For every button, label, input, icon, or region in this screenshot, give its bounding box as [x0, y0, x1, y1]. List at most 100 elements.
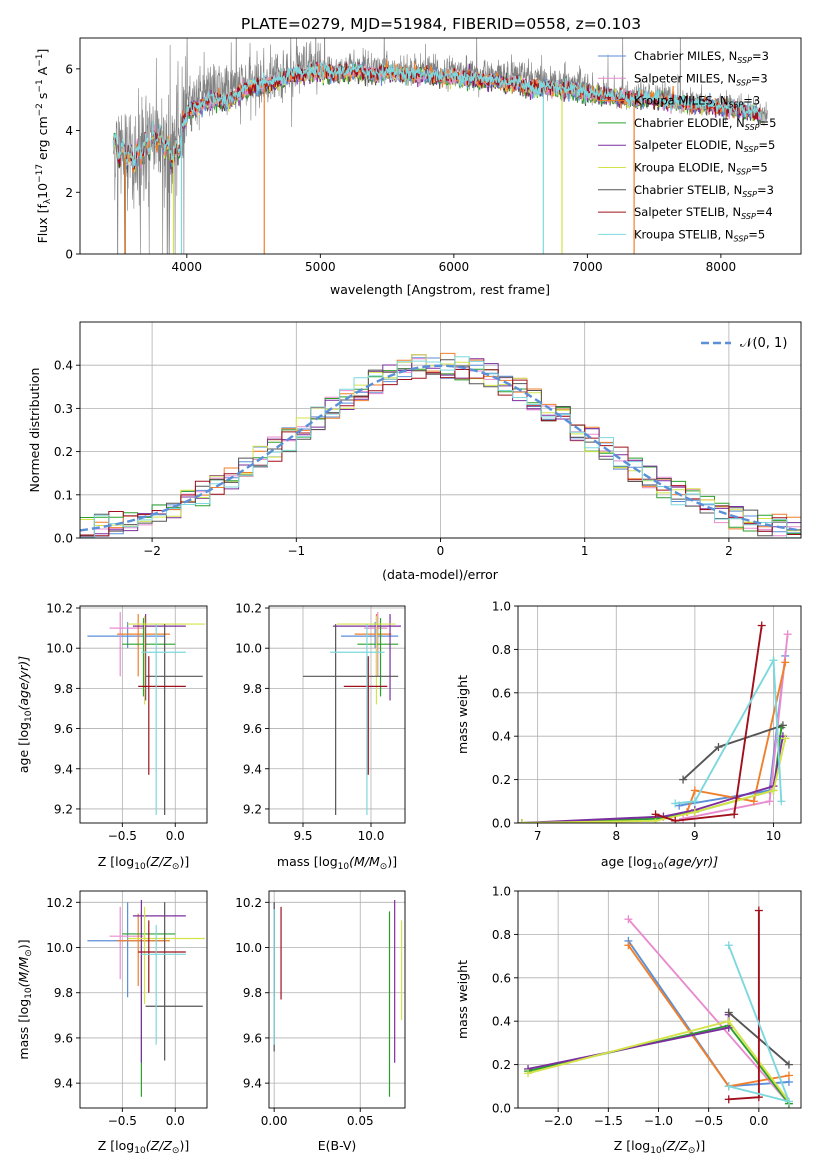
age-vs-metallicity-panel-xlabel-part: (Z/Z [146, 854, 173, 869]
y-tick-label: 9.6 [243, 722, 262, 736]
errorbar-chabrier-elodie [357, 618, 399, 697]
weight-marker-kroupa-elodie [781, 734, 790, 743]
mass-vs-ebv-panel: 0.00 0.05 9.4 9.6 9.8 10.0 10.2 E(B-V) [235, 890, 406, 1153]
mass-weight-vs-metallicity-panel-axes: −2.0 −1.5 −1.0 −0.5 0.0 0.0 0.2 0.4 0.6 0.8 1.0 Z [… [455, 885, 802, 1156]
spectrum-panel: 4000 5000 6000 7000 8000 0 2 4 6 wavelength [Angs… [35, 37, 802, 297]
mass-weight-vs-metallicity-panel-ylabel: mass weight [455, 960, 470, 1039]
x-tick-label: 1 [581, 544, 589, 558]
legend-label-chabrier-elodie: Chabrier ELODIE, NSSP=5 [634, 116, 776, 132]
y-tick-label: 0.6 [492, 971, 511, 985]
weight-marker-kroupa-stelib [671, 799, 680, 808]
y-tick-label: 4 [65, 124, 73, 138]
legend-value: =5 [760, 116, 777, 130]
y-tick-label: 9.8 [54, 682, 73, 696]
legend-label-kroupa-miles: Kroupa MILES, NSSP=3 [634, 94, 760, 110]
errorbar-chabrier-stelib [145, 624, 203, 815]
x-tick-label: −1 [287, 544, 305, 558]
x-tick-label: 8000 [706, 260, 737, 274]
age-vs-metallicity-panel-ylabel-part: 10 [24, 710, 34, 722]
weight-marker-kroupa-elodie [724, 1017, 733, 1026]
mass-vs-metallicity-panel-axes: −0.5 0.09.49.69.810.010.2Z [log10(Z/Z⊙)]m… [16, 890, 208, 1156]
mass-weight-vs-metallicity-panel-xlabel-part: 10 [650, 1146, 662, 1156]
weight-marker-kroupa-stelib [724, 1082, 733, 1091]
y-tick-label: 0.3 [54, 402, 73, 416]
spectrum-ylabel-part: −1 [35, 79, 45, 92]
y-tick-label: 9.6 [54, 722, 73, 736]
weight-marker-kroupa-elodie [518, 819, 526, 823]
y-tick-label: 0.2 [492, 1058, 511, 1072]
mass-vs-metallicity-panel-xlabel-part: 10 [134, 1146, 146, 1156]
errorbar-salpeter-stelib [343, 656, 388, 775]
legend-name: Salpeter MILES, N [634, 71, 736, 85]
age-vs-mass-panel-xlabel-part: )] [387, 854, 397, 869]
legend-name: Kroupa ELODIE, N [634, 161, 736, 175]
legend-value: =3 [743, 94, 760, 108]
errorbar-salpeter-elodie [132, 900, 186, 1063]
mass-weight-vs-metallicity-panel: −2.0 −1.5 −1.0 −0.5 0.0 0.0 0.2 0.4 0.6 0.8 1.0 Z [… [455, 885, 802, 1156]
legend-label-salpeter-miles: Salpeter MILES, NSSP=3 [634, 71, 768, 87]
legend-label-kroupa-stelib: Kroupa STELIB, NSSP=5 [634, 227, 765, 243]
mass-weight-vs-age-panel-frame [517, 605, 802, 824]
x-tick-label: −2 [143, 544, 161, 558]
legend-sub: SSP [745, 123, 760, 132]
mass-vs-metallicity-panel-plot [87, 900, 205, 1097]
age-vs-mass-panel-frame [268, 605, 406, 824]
age-vs-metallicity-panel-plot [87, 612, 205, 815]
legend-label-salpeter-stelib: Salpeter STELIB, NSSP=4 [634, 205, 773, 221]
histogram-ylabel: Normed distribution [27, 368, 42, 493]
age-vs-mass-panel-xlabel-part: (M/M [349, 854, 380, 869]
x-tick-label: 8 [612, 829, 620, 843]
weight-marker-kroupa-miles [784, 1071, 793, 1080]
mass-vs-ebv-panel-xlabel: E(B-V) [318, 1138, 357, 1153]
mass-weight-vs-metallicity-panel-xlabel-part: Z [log [614, 1138, 650, 1153]
legend-name: Kroupa STELIB, N [634, 227, 734, 241]
y-tick-label: 10.2 [46, 602, 73, 616]
hist-kroupa-stelib [80, 356, 801, 538]
spectrum-ylabel: Flux [fλ10−17 erg cm−2 s−1 A−1] [35, 49, 53, 244]
errorbar-salpeter-stelib [138, 920, 186, 993]
normal-reference-curve [80, 364, 801, 532]
y-tick-label: 0.4 [492, 730, 511, 744]
y-tick-label: 0.6 [492, 686, 511, 700]
y-tick-label: 9.2 [243, 802, 262, 816]
x-tick-label: 2 [725, 544, 733, 558]
age-vs-mass-panel-xlabel-part: mass [log [277, 854, 338, 869]
mass-vs-metallicity-panel-frame [79, 890, 208, 1109]
y-tick-label: 9.4 [54, 762, 73, 776]
model-kroupa-stelib [112, 62, 762, 168]
y-tick-label: 9.8 [54, 986, 73, 1000]
spectrum-ylabel-part: λ [43, 198, 53, 204]
legend-label-salpeter-elodie: Salpeter ELODIE, NSSP=5 [634, 138, 775, 154]
x-tick-label: −0.5 [694, 1114, 723, 1128]
spectrum-ylabel-part: −2 [35, 103, 45, 116]
spectrum-panel-plot [112, 38, 768, 254]
spectrum-ylabel-part: erg cm [35, 116, 50, 164]
y-tick-label: 10.0 [46, 642, 73, 656]
mass-vs-metallicity-panel: −0.5 0.09.49.69.810.010.2Z [log10(Z/Z⊙)]m… [16, 890, 208, 1156]
spectrum-ylabel-part: −17 [35, 164, 45, 183]
mass-vs-ebv-panel-grid [269, 891, 405, 1108]
errorbar-kroupa-stelib [330, 624, 385, 815]
age-vs-metallicity-panel-xlabel-part: ⊙ [172, 862, 180, 872]
weight-marker-kroupa-stelib [690, 797, 699, 806]
y-tick-label: 0.1 [54, 488, 73, 502]
weight-marker-chabrier-stelib [679, 775, 688, 784]
y-tick-label: 0.0 [492, 1102, 511, 1116]
y-tick-label: 0.0 [492, 817, 511, 831]
weight-marker-kroupa-elodie [769, 786, 778, 795]
histogram-panel-axes: −2 −1 0 1 2 0.0 0.1 0.2 0.3 0.4 (data-model)/error… [27, 321, 802, 582]
y-tick-label: 9.2 [54, 802, 73, 816]
mass-weight-vs-metallicity-panel-plot [524, 906, 793, 1108]
mass-vs-metallicity-panel-grid [80, 891, 207, 1108]
y-tick-label: 1.0 [492, 600, 511, 614]
x-tick-label: −0.5 [108, 1114, 137, 1128]
legend-sub: SSP [741, 212, 756, 221]
age-vs-metallicity-panel-grid [80, 606, 207, 823]
spectrum-ylabel-part: s [35, 93, 50, 104]
legend-sub: SSP [736, 168, 751, 177]
legend-value: =5 [751, 161, 768, 175]
mass-weight-vs-metallicity-panel-xlabel-part: )] [695, 1138, 705, 1153]
y-tick-label: 10.2 [235, 602, 262, 616]
